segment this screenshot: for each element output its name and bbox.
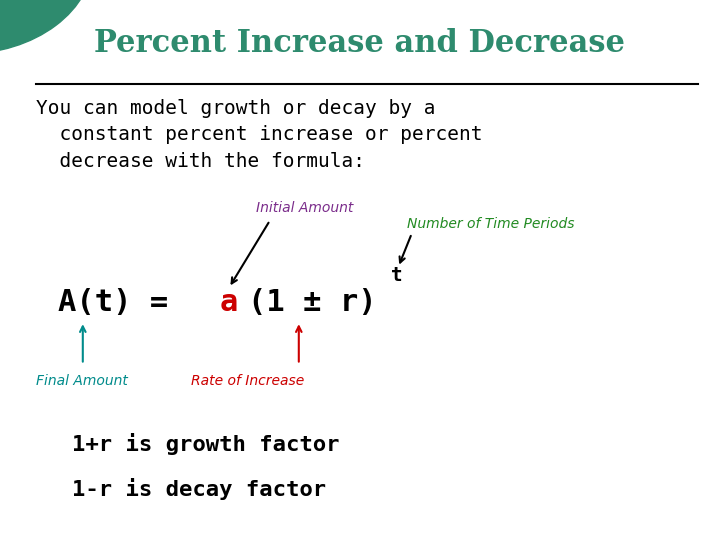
Text: You can model growth or decay by a
  constant percent increase or percent
  decr: You can model growth or decay by a const… bbox=[36, 99, 482, 171]
Circle shape bbox=[0, 0, 94, 54]
Text: a: a bbox=[220, 288, 238, 317]
Text: A(t) =: A(t) = bbox=[58, 288, 186, 317]
Text: t: t bbox=[391, 266, 402, 285]
Text: Final Amount: Final Amount bbox=[36, 374, 128, 388]
Text: 1+r is growth factor: 1+r is growth factor bbox=[72, 433, 340, 455]
Text: Number of Time Periods: Number of Time Periods bbox=[407, 217, 575, 231]
Text: 1-r is decay factor: 1-r is decay factor bbox=[72, 478, 326, 500]
Text: (1 ± r): (1 ± r) bbox=[248, 288, 377, 317]
Text: Rate of Increase: Rate of Increase bbox=[191, 374, 304, 388]
Text: Percent Increase and Decrease: Percent Increase and Decrease bbox=[94, 28, 626, 59]
Text: Initial Amount: Initial Amount bbox=[256, 201, 353, 215]
